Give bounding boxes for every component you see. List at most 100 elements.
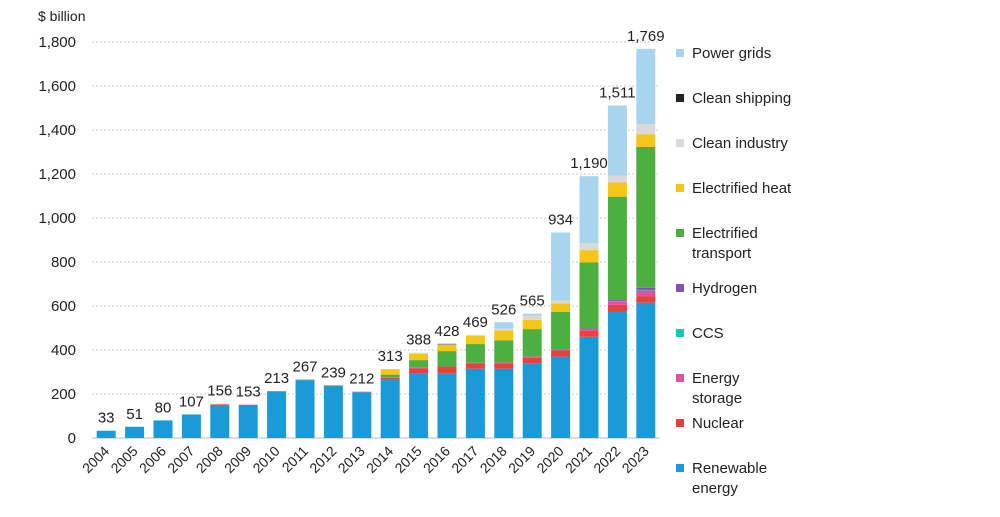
legend-swatch [676,49,684,57]
bar-segment [380,377,400,378]
y-tick-label: 400 [51,342,76,359]
bar-segment [607,311,627,438]
bar-segment [579,336,599,438]
bar-segment [522,315,542,320]
legend-label: Clean shipping [692,90,792,107]
x-tick-label: 2009 [221,443,254,476]
legend-item: Hydrogen [676,279,822,299]
total-label: 934 [548,212,573,229]
bar-segment [437,344,457,345]
bar-segment [494,362,514,364]
bar-segment [295,379,315,380]
bar-segment [607,196,627,301]
y-tick-label: 1,000 [38,210,76,227]
bar-segment [409,353,429,361]
bar-segment [437,351,457,367]
bar-segment [238,405,258,438]
legend-swatch [676,229,684,237]
legend-label: Nuclear [692,415,744,432]
bar-segment [352,392,372,438]
bar-segment [465,335,485,345]
x-tick-label: 2007 [164,443,197,476]
bar-segment [607,300,627,302]
bar-segment [323,385,343,387]
bar-segment [181,414,201,438]
bar-segment [409,367,429,369]
bar-segment [465,334,485,336]
bar-segment [380,374,400,378]
legend-swatch [676,284,684,292]
bar-segment [210,404,230,405]
total-label: 1,769 [627,28,665,45]
y-tick-label: 800 [51,254,76,271]
bar-segment [409,373,429,438]
bar-segment [153,420,173,438]
bar-segment [551,300,571,304]
bar-segment [267,391,287,438]
x-tick-label: 2006 [136,443,169,476]
bar-segment [551,303,571,312]
legend-swatch [676,139,684,147]
legend-swatch [676,419,684,427]
bar-segment [465,368,485,438]
legend-swatch [676,94,684,102]
bar-segment [551,232,571,301]
bar-segment [636,124,656,135]
bar-segment [96,430,116,438]
bar-segment [579,330,599,337]
total-label: 212 [349,370,374,387]
total-label: 107 [179,393,204,410]
legend-swatch [676,329,684,337]
bar-segment [636,289,656,291]
bar-segment [465,344,485,363]
legend-item: Clean shipping [676,89,822,109]
y-tick-label: 1,800 [38,34,76,51]
bar-segment [522,313,542,316]
total-label: 469 [463,314,488,331]
y-axis-ticks: 0 200 400 600 800 1,000 1,200 1,400 1,600 1,800 [38,34,76,447]
x-tick-label: 2004 [79,443,112,476]
bar-segment [607,304,627,312]
bar-segment [636,287,656,290]
x-tick-label: 2022 [590,443,623,476]
total-label: 388 [406,332,431,349]
legend-item: Renewable energy [676,459,822,499]
bar-segment [210,405,230,438]
total-label: 239 [321,364,346,381]
bar-segment [494,330,514,341]
bar-segment [607,105,627,176]
x-tick-label: 2010 [249,443,282,476]
legend-item: Nuclear [676,414,822,434]
bar-segment [522,329,542,357]
legend-label: Hydrogen [692,280,758,297]
bar-segment [437,343,457,345]
total-label: 526 [491,301,516,318]
bar-segment [323,386,343,438]
x-tick-label: 2011 [279,443,312,476]
bar-segment [465,362,485,364]
x-tick-label: 2015 [391,443,424,476]
legend-label: CCS [692,325,724,342]
legend-label: Energy storage [692,370,743,407]
bar-segment [636,290,656,297]
x-tick-label: 2020 [533,443,566,476]
total-label: 313 [378,348,403,365]
bar-segment [494,340,514,363]
total-label: 1,190 [570,155,608,172]
total-label: 267 [292,358,317,375]
bar-segment [636,146,656,288]
bar-segment [579,243,599,251]
bar-segment [579,262,599,329]
total-label: 153 [236,383,261,400]
bar-segment [352,391,372,393]
bar-segment [267,391,287,392]
bar-segment [607,301,627,302]
x-tick-label: 2008 [193,443,226,476]
total-label: 33 [98,410,115,427]
legend-label: Clean industry [692,135,788,152]
bar-segment [494,368,514,438]
y-tick-label: 600 [51,298,76,315]
total-label: 428 [434,323,459,340]
